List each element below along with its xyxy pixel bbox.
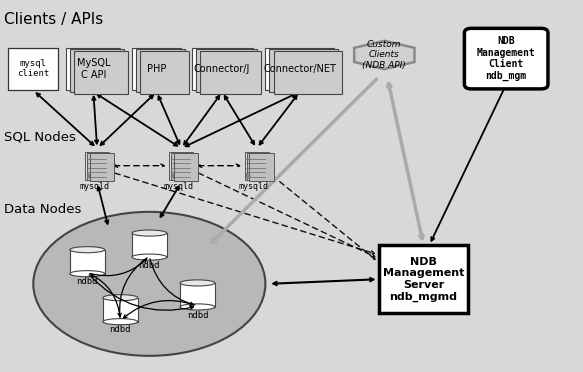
FancyBboxPatch shape (136, 49, 185, 92)
FancyBboxPatch shape (71, 49, 124, 92)
FancyBboxPatch shape (273, 51, 342, 94)
Ellipse shape (180, 280, 215, 286)
FancyBboxPatch shape (249, 153, 273, 181)
Text: Connector/NET: Connector/NET (263, 64, 336, 74)
Text: ndbd: ndbd (110, 325, 131, 334)
Text: SQL Nodes: SQL Nodes (4, 131, 76, 144)
Text: Clients / APIs: Clients / APIs (4, 13, 104, 28)
FancyBboxPatch shape (171, 174, 174, 178)
Ellipse shape (180, 304, 215, 310)
FancyBboxPatch shape (246, 174, 250, 178)
Text: ndbd: ndbd (139, 261, 160, 270)
FancyBboxPatch shape (171, 153, 196, 180)
FancyBboxPatch shape (200, 51, 261, 94)
FancyBboxPatch shape (66, 48, 120, 90)
Text: NDB
Management
Server
ndb_mgmd: NDB Management Server ndb_mgmd (383, 257, 464, 302)
FancyBboxPatch shape (465, 28, 548, 89)
Text: NDB
Management
Client
ndb_mgm: NDB Management Client ndb_mgm (477, 36, 536, 81)
FancyBboxPatch shape (103, 298, 138, 322)
FancyBboxPatch shape (265, 48, 334, 90)
FancyBboxPatch shape (90, 153, 114, 181)
Ellipse shape (103, 319, 138, 325)
FancyBboxPatch shape (244, 152, 269, 180)
Text: Connector/J: Connector/J (194, 64, 250, 74)
FancyBboxPatch shape (169, 152, 194, 180)
Text: Data Nodes: Data Nodes (4, 203, 82, 216)
FancyBboxPatch shape (196, 49, 257, 92)
FancyBboxPatch shape (132, 48, 181, 90)
Text: MySQL
C API: MySQL C API (76, 58, 110, 80)
Ellipse shape (33, 212, 265, 356)
FancyBboxPatch shape (140, 51, 189, 94)
Polygon shape (354, 41, 415, 69)
FancyBboxPatch shape (87, 174, 90, 178)
FancyBboxPatch shape (75, 51, 128, 94)
FancyBboxPatch shape (247, 153, 271, 180)
FancyBboxPatch shape (8, 48, 58, 90)
FancyBboxPatch shape (85, 152, 109, 180)
Ellipse shape (70, 247, 105, 253)
FancyBboxPatch shape (192, 48, 252, 90)
Text: ndbd: ndbd (187, 311, 208, 320)
Ellipse shape (70, 271, 105, 277)
FancyBboxPatch shape (180, 283, 215, 307)
Text: mysql
client: mysql client (17, 59, 49, 78)
Text: mysqld: mysqld (163, 182, 194, 191)
Text: mysqld: mysqld (239, 182, 269, 191)
FancyBboxPatch shape (70, 250, 105, 274)
FancyBboxPatch shape (269, 49, 338, 92)
FancyBboxPatch shape (132, 233, 167, 257)
Text: ndbd: ndbd (76, 277, 98, 286)
Text: mysqld: mysqld (79, 182, 109, 191)
Text: Custom
Clients
(NDB API): Custom Clients (NDB API) (363, 40, 406, 70)
FancyBboxPatch shape (378, 245, 469, 313)
Ellipse shape (132, 230, 167, 236)
FancyBboxPatch shape (174, 153, 198, 181)
Ellipse shape (132, 254, 167, 260)
Ellipse shape (103, 295, 138, 301)
FancyBboxPatch shape (87, 153, 111, 180)
Text: PHP: PHP (147, 64, 166, 74)
